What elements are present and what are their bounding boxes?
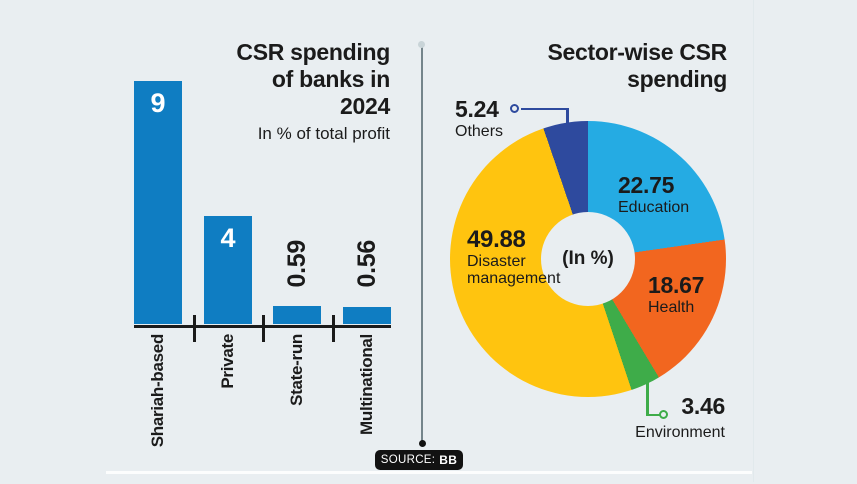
slice-label-education: 22.75 Education (618, 172, 689, 217)
others-callout-marker-icon (510, 104, 519, 113)
bottom-rule (106, 471, 752, 474)
donut-chart-title-line1: Sector-wise CSR (547, 39, 727, 65)
bar-state-run (273, 306, 321, 324)
source-prefix: SOURCE: (380, 454, 436, 466)
slice-value-disaster-management: 49.88 (467, 226, 526, 253)
environment-callout-line-horizontal (646, 413, 660, 416)
source-badge: SOURCE: BB (375, 450, 463, 470)
axis-tick (193, 315, 196, 342)
bar-shariah-based: 9 (134, 81, 182, 324)
donut-chart-title: Sector-wise CSR spending (527, 39, 727, 93)
others-callout-line-vertical (566, 107, 569, 133)
bar-value-label: 4 (220, 223, 236, 253)
slice-label-disaster-management: 49.88 Disaster management (467, 227, 571, 287)
slice-name-health: Health (648, 299, 695, 316)
environment-callout-marker-icon (659, 410, 668, 419)
slice-value-environment: 3.46 (681, 393, 725, 419)
bar-chart-title: CSR spending of banks in 2024 (170, 39, 390, 120)
background-seam (753, 0, 754, 482)
slice-name-others: Others (455, 123, 504, 140)
slice-label-health: 18.67 Health (648, 272, 704, 317)
bar-category-label: Multinational (357, 334, 376, 435)
bar-category-label: Shariah-based (148, 334, 167, 448)
bar-value-label: 9 (150, 88, 166, 118)
bar-category-label: Private (218, 334, 237, 389)
slice-value-education: 22.75 (618, 172, 675, 198)
bar-chart-subtitle: In % of total profit (257, 124, 390, 143)
slice-label-others: 5.24 Others (455, 96, 503, 141)
divider-line (421, 46, 423, 442)
bar-chart-title-line1: CSR spending (236, 39, 390, 65)
donut-hole: (In %) (541, 212, 635, 306)
slice-name-environment: Environment (635, 424, 725, 441)
bar-chart-title-line2: of banks in (271, 66, 390, 92)
bar-private: 4 (204, 216, 252, 324)
slice-name-disaster-management: Disaster management (467, 253, 561, 287)
slice-label-environment: 3.46 Environment (615, 393, 725, 442)
slice-value-health: 18.67 (648, 272, 705, 298)
axis-tick (332, 315, 335, 342)
bar-category-label: State-run (287, 334, 306, 406)
donut-chart-title-line2: spending (627, 66, 727, 92)
environment-callout-line-vertical (646, 382, 649, 416)
bar-multinational (343, 307, 391, 324)
bar-chart-title-line3: 2024 (340, 93, 390, 119)
divider-bottom-dot-icon (419, 440, 426, 447)
divider-top-dot-icon (418, 41, 425, 48)
source-value: BB (439, 453, 458, 467)
slice-name-education: Education (618, 199, 690, 216)
slice-value-others: 5.24 (455, 96, 499, 122)
others-callout-line-horizontal (521, 107, 568, 110)
axis-tick (262, 315, 265, 342)
donut-center-label: (In %) (562, 248, 614, 269)
